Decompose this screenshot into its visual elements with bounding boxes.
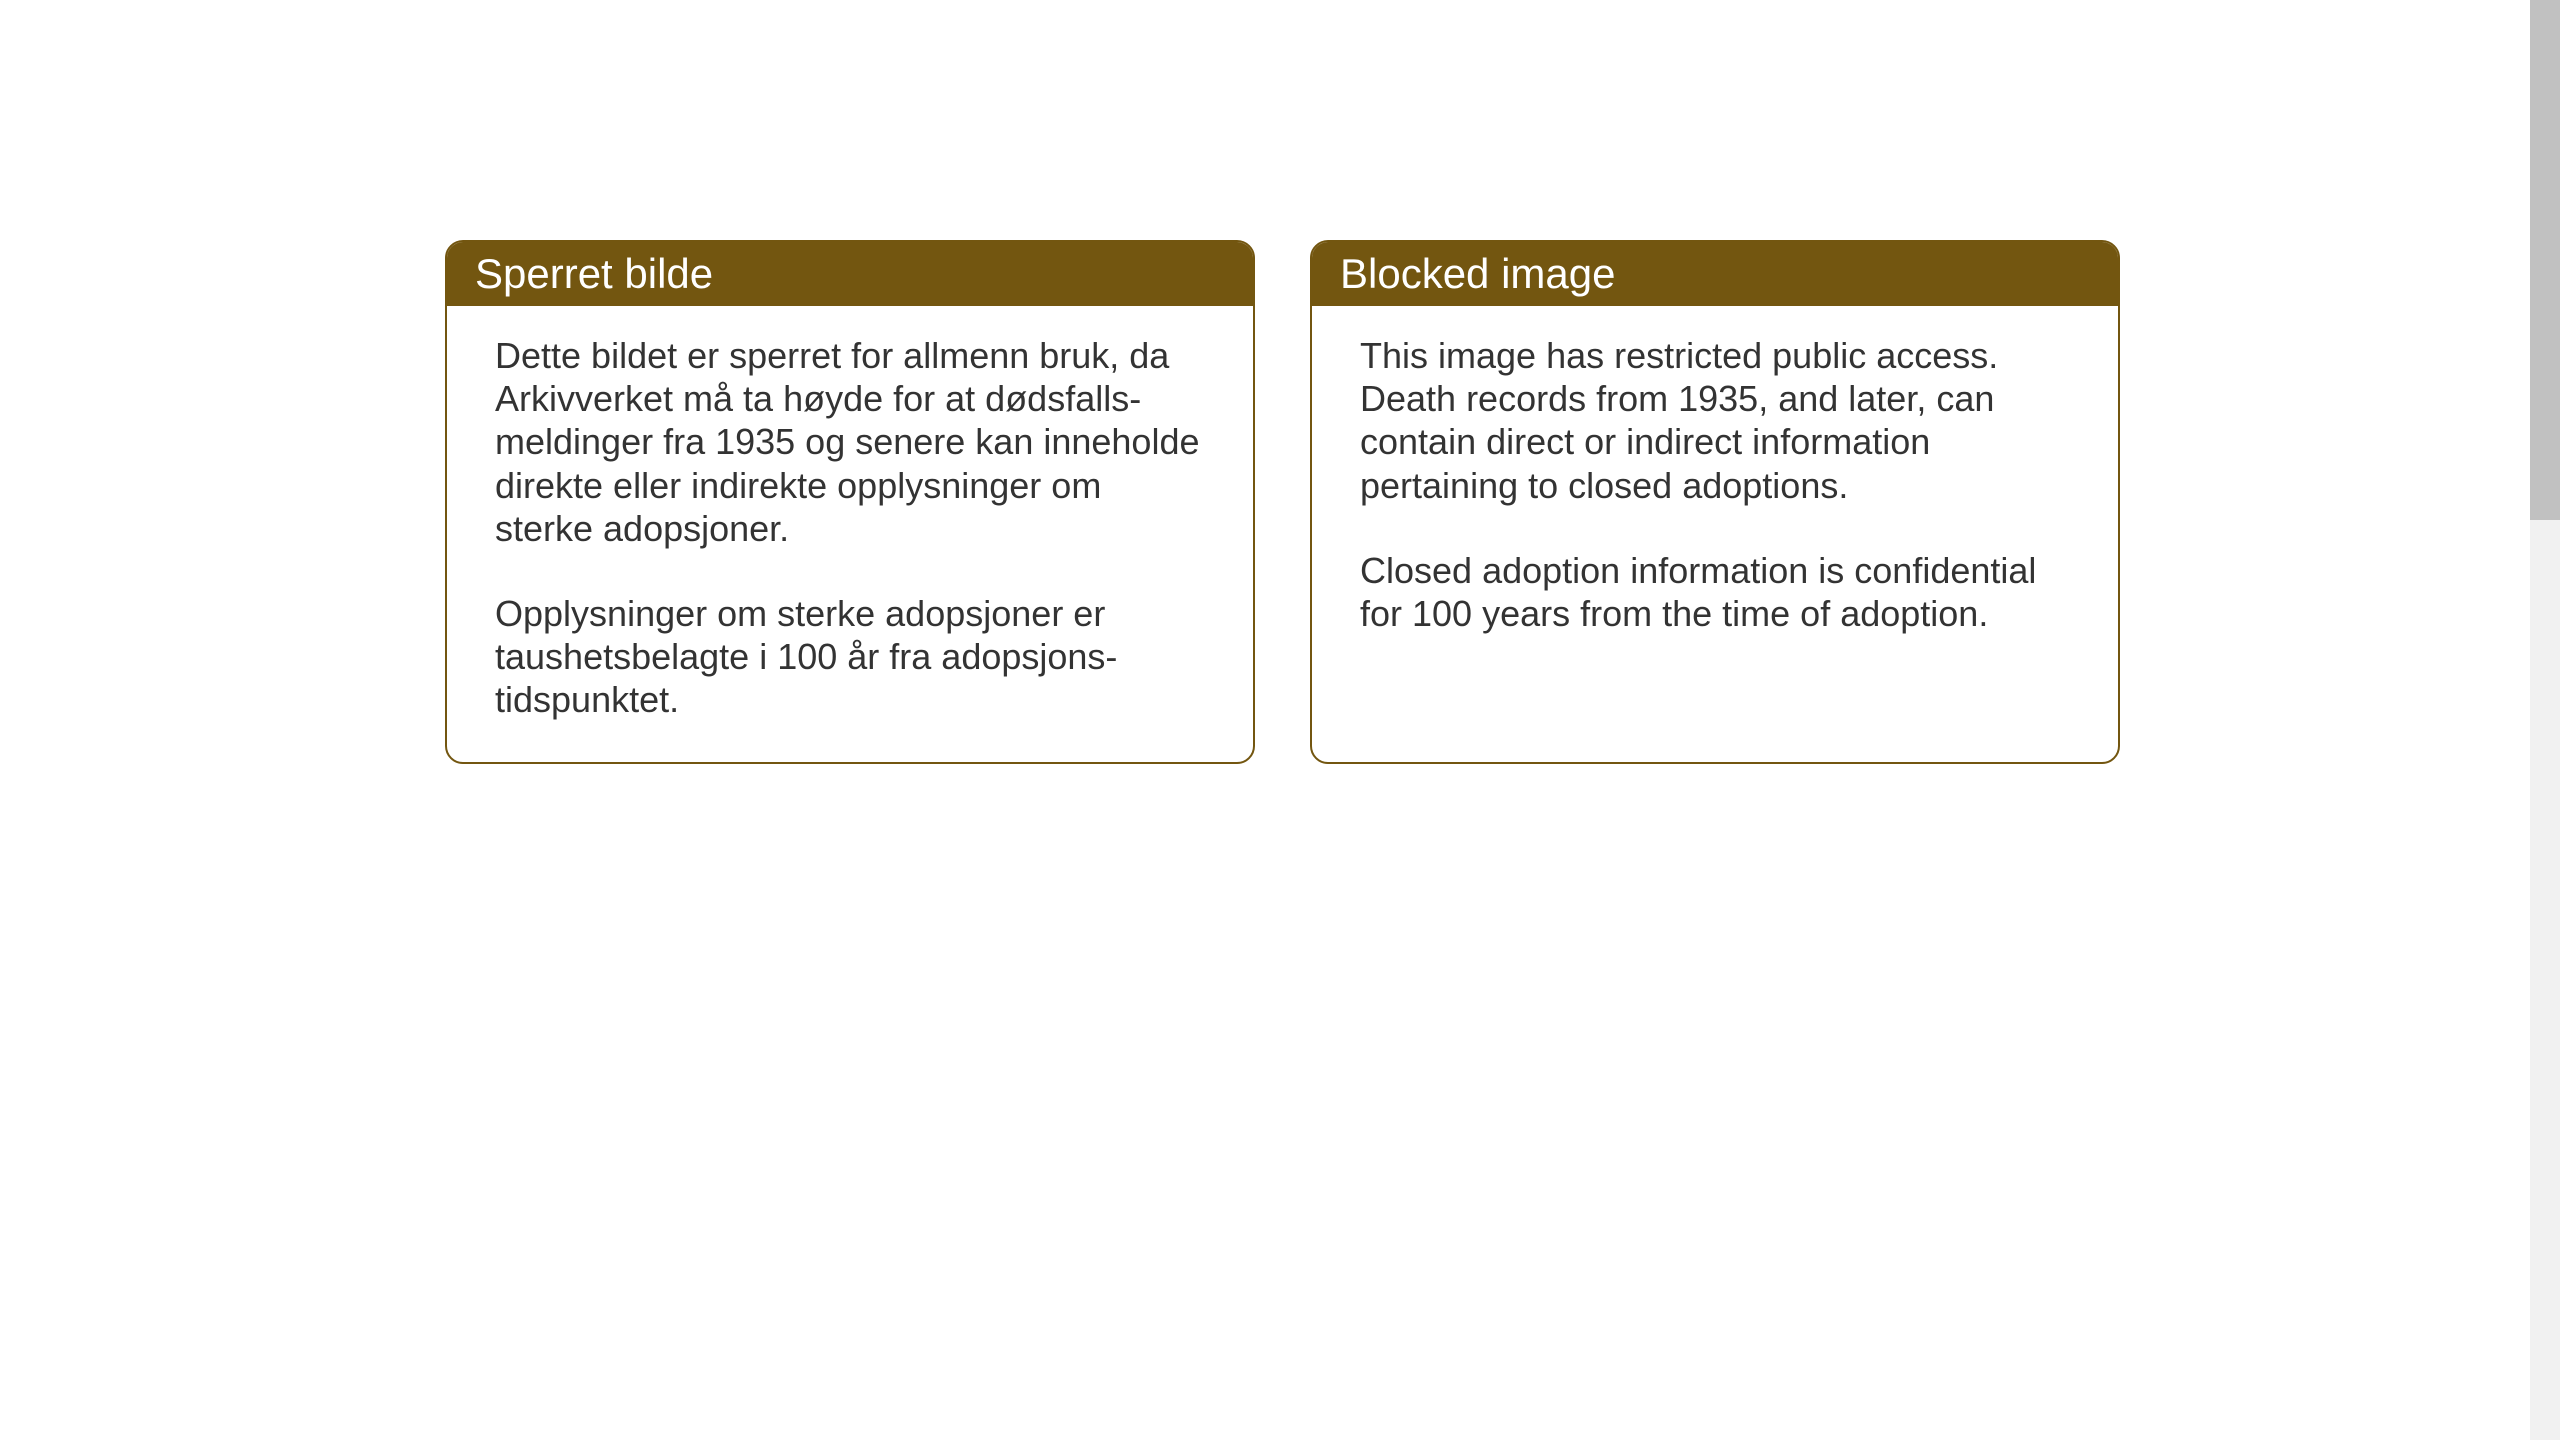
cards-container: Sperret bilde Dette bildet er sperret fo…: [445, 240, 2120, 764]
norwegian-paragraph-2: Opplysninger om sterke adopsjoner er tau…: [495, 592, 1205, 722]
norwegian-paragraph-1: Dette bildet er sperret for allmenn bruk…: [495, 334, 1205, 550]
norwegian-card-body: Dette bildet er sperret for allmenn bruk…: [447, 306, 1253, 762]
english-card: Blocked image This image has restricted …: [1310, 240, 2120, 764]
english-card-body: This image has restricted public access.…: [1312, 306, 2118, 751]
english-paragraph-2: Closed adoption information is confident…: [1360, 549, 2070, 635]
english-card-header: Blocked image: [1312, 242, 2118, 306]
norwegian-card-title: Sperret bilde: [475, 250, 713, 297]
norwegian-card-header: Sperret bilde: [447, 242, 1253, 306]
scrollbar-track[interactable]: [2530, 0, 2560, 1440]
english-card-title: Blocked image: [1340, 250, 1615, 297]
scrollbar-thumb[interactable]: [2530, 0, 2560, 520]
english-paragraph-1: This image has restricted public access.…: [1360, 334, 2070, 507]
norwegian-card: Sperret bilde Dette bildet er sperret fo…: [445, 240, 1255, 764]
